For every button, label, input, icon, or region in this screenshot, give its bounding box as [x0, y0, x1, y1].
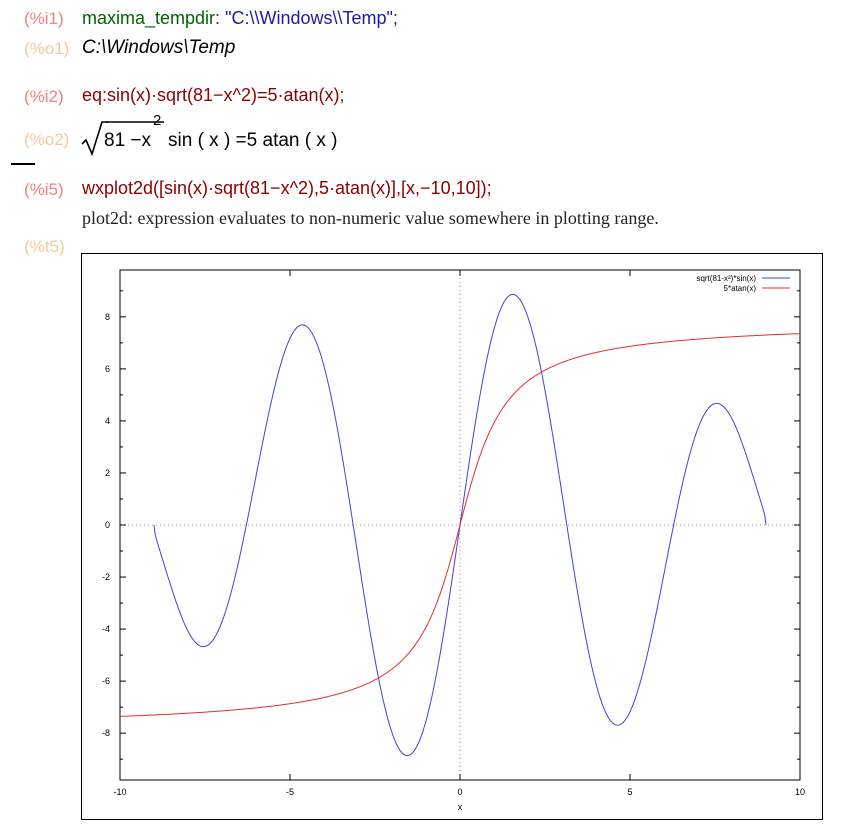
sqrt-symbol	[81, 121, 108, 157]
output-label-o2: (%o2)	[24, 130, 70, 149]
y-tick-label: -4	[102, 624, 110, 634]
output-value-o1: C:\Windows\Temp	[82, 37, 236, 58]
legend-label-1: sqrt(81-x²)*sin(x)	[696, 274, 756, 283]
y-tick-label: 6	[105, 364, 110, 374]
input-code-i5: wxplot2d([sin(x)·sqrt(81−x^2),5·atan(x)]…	[82, 178, 492, 198]
y-tick-label: -8	[102, 728, 110, 738]
y-tick-label: 2	[105, 468, 110, 478]
x-tick-label: -10	[113, 787, 126, 797]
string-literal: "C:\\Windows\\Temp"	[225, 8, 393, 28]
sqrt-overline	[106, 121, 164, 123]
input-code-i2: eq:sin(x)·sqrt(81−x^2)=5·atan(x);	[82, 85, 345, 105]
input-label-i1: (%i1)	[24, 9, 64, 28]
x-tick-label: 5	[627, 787, 632, 797]
chart: -10 -5 0 5 10 -8 -6 -4 -2 0 2 4 6 8 x sqrt(81-x²)*sin(x…	[102, 269, 805, 812]
exponent: 2	[153, 112, 162, 129]
input-label-i5: (%i5)	[24, 180, 64, 199]
y-tick-label: -2	[102, 572, 110, 582]
input-cell-i1[interactable]: maxima_tempdir: "C:\\Windows\\Temp";	[82, 8, 398, 29]
input-cell-i2[interactable]: eq:sin(x)·sqrt(81−x^2)=5·atan(x);	[82, 85, 345, 106]
x-tick-label: -5	[286, 787, 294, 797]
output-label-t5: (%t5)	[24, 237, 65, 256]
y-tick-label: 4	[105, 416, 110, 426]
output-label-o1: (%o1)	[24, 39, 70, 58]
y-tick-label: -6	[102, 676, 110, 686]
semicolon: ;	[392, 8, 398, 28]
plot-image[interactable]: -10 -5 0 5 10 -8 -6 -4 -2 0 2 4 6 8 x sqrt(81-x²)*sin(x…	[81, 253, 823, 820]
legend-label-2: 5*atan(x)	[724, 284, 757, 293]
x-tick-label: 0	[457, 787, 462, 797]
x-tick-label: 10	[795, 787, 805, 797]
series-line-2	[119, 333, 801, 717]
warning-message: plot2d: expression evaluates to non-nume…	[82, 208, 659, 228]
cell-bracket[interactable]	[11, 163, 35, 165]
output-rest-o2: sin ( x ) =5 atan ( x )	[168, 130, 338, 151]
y-tick-label: 8	[105, 312, 110, 322]
colon: :	[215, 8, 226, 28]
y-tick-label: 0	[105, 520, 110, 530]
variable-name: maxima_tempdir	[82, 8, 216, 28]
x-axis-label: x	[458, 802, 463, 812]
radicand: 81 −x	[104, 130, 152, 151]
input-label-i2: (%i2)	[24, 87, 64, 106]
input-cell-i5[interactable]: wxplot2d([sin(x)·sqrt(81−x^2),5·atan(x)]…	[82, 178, 492, 199]
